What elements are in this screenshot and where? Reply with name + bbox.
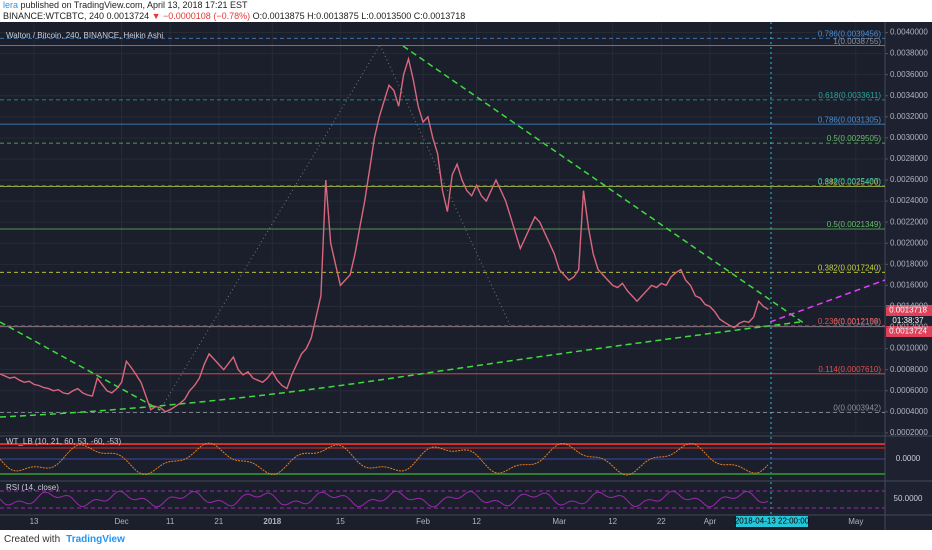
quote-line: BINANCE:WTCBTC, 240 0.0013724 ▼ −0.00001… [0, 11, 932, 22]
y-tick-label: 0.0040000 [890, 28, 928, 37]
fib-label: 0.5(0.0029505) [827, 134, 882, 143]
y-tick-label: 0.0020000 [890, 238, 928, 247]
last: 0.0013724 [106, 11, 150, 21]
x-tick-label: 2018 [263, 517, 281, 526]
y-tick-label: 0.0030000 [890, 133, 928, 142]
created: Created with [4, 534, 61, 545]
chart-title: Walton / Bitcoin, 240, BINANCE, Heikin A… [6, 31, 163, 40]
cursor-date: 2018-04-13 22:00:00 [735, 517, 810, 526]
y-tick-label: 0.0036000 [890, 70, 928, 79]
indicator-title: RSI (14, close) [6, 483, 59, 492]
x-tick-label: Dec [114, 517, 128, 526]
publisher: lera [3, 0, 19, 10]
chart: Walton / Bitcoin, 240, BINANCE, Heikin A… [0, 22, 932, 530]
x-tick-label: May [848, 517, 863, 526]
fib-label: 0.382(0.0025400) [818, 177, 882, 186]
price-tag [886, 305, 932, 316]
x-tick-label: 22 [657, 517, 666, 526]
fib-label: 0.618(0.0025457) [818, 177, 882, 186]
indicator-title: WT_LB (10, 21, 60, 53, -60, -53) [6, 437, 122, 446]
y-tick-label: 0.0022000 [890, 217, 928, 226]
trendline [402, 45, 806, 325]
brand: TradingView [66, 534, 125, 545]
background [0, 22, 932, 530]
header: lera published on TradingView.com, April… [0, 0, 932, 22]
y-tick-label: 0.0018000 [890, 259, 928, 268]
x-tick-label: 15 [336, 517, 345, 526]
rsi-line [0, 490, 769, 508]
publish-line: lera published on TradingView.com, April… [0, 0, 932, 11]
fib-label: 0.382(0.0017240) [818, 263, 882, 272]
trendline [0, 321, 161, 411]
price-tag [886, 326, 932, 337]
y-tick-label: 0.0010000 [890, 344, 928, 353]
date-box [736, 516, 808, 527]
fib-label: 0(0.0012109) [833, 317, 881, 326]
y-tick-label: 0.0034000 [890, 91, 928, 100]
x-tick-label: 11 [166, 517, 175, 526]
price-axis [885, 22, 932, 530]
fib-label: 1(0.0038755) [833, 37, 881, 46]
y-tick-label: 0.0032000 [890, 112, 928, 121]
y-tick-label: 0.0026000 [890, 175, 928, 184]
y-tick-label: 0.0002000 [890, 428, 928, 437]
y-tick-label: 0.0004000 [890, 407, 928, 416]
ohlc: O:0.0013875 H:0.0013875 L:0.0013500 C:0.… [252, 11, 466, 21]
fib-label: 0.114(0.0007610) [818, 365, 881, 374]
fib-label: 0(0.0003942) [833, 404, 881, 413]
published: published on TradingView.com, April 13, … [20, 0, 248, 10]
y-tick-label: 0.0024000 [890, 196, 928, 205]
change: ▼ −0.0000108 (−0.78%) [151, 11, 251, 21]
close-tag: 0.0013718 [889, 306, 927, 315]
y-tick-label: 0.0008000 [890, 365, 928, 374]
y-tick-label: 0.0012000 [890, 323, 928, 332]
fib-label: 0.618(0.0033611) [818, 91, 881, 100]
indicator-axis: 0.0000 [896, 454, 921, 463]
y-tick-label: 0.0028000 [890, 154, 928, 163]
fib-label: 0.786(0.0039456) [818, 29, 882, 38]
price-line [0, 56, 769, 413]
x-tick-label: 12 [608, 517, 617, 526]
x-tick-label: Feb [416, 517, 430, 526]
y-tick-label: 0.0038000 [890, 49, 928, 58]
projection [769, 279, 886, 323]
x-tick-label: 12 [472, 517, 481, 526]
last-tag: 0.0013724 [889, 327, 927, 336]
symbol: BINANCE:WTCBTC, 240 [3, 11, 105, 21]
indicator-axis: 50.0000 [894, 494, 923, 503]
footer: Created with TradingView [0, 530, 932, 550]
drawings [0, 22, 886, 515]
y-tick-label: 0.0016000 [890, 281, 928, 290]
plot-layer [0, 22, 885, 435]
wt-oscillator [0, 442, 769, 476]
x-tick-label: 21 [214, 517, 223, 526]
fib-label: 0.786(0.0031305) [818, 115, 882, 124]
fib-label: 0.236(0.0012158) [818, 317, 882, 326]
x-tick-label: Mar [552, 517, 566, 526]
x-tick-label: Apr [704, 517, 717, 526]
x-tick-label: 13 [30, 517, 39, 526]
y-tick-label: 0.0014000 [890, 302, 928, 311]
trendline [0, 321, 801, 418]
fib-label: 0.5(0.0021349) [827, 220, 882, 229]
countdown: 01:38:37 [892, 316, 924, 325]
y-tick-label: 0.0006000 [890, 386, 928, 395]
